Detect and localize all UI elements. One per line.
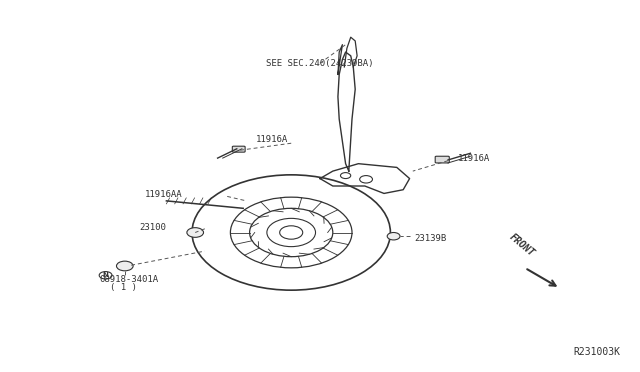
Text: 11916A: 11916A xyxy=(458,154,490,163)
Circle shape xyxy=(187,228,204,237)
FancyBboxPatch shape xyxy=(232,146,245,152)
Text: 11916A: 11916A xyxy=(256,135,288,144)
Text: R231003K: R231003K xyxy=(574,347,621,357)
Circle shape xyxy=(116,261,133,271)
Text: 11916AA: 11916AA xyxy=(145,190,182,199)
Text: ( 1 ): ( 1 ) xyxy=(110,283,137,292)
Text: FRONT: FRONT xyxy=(507,232,536,259)
FancyBboxPatch shape xyxy=(435,156,449,163)
Text: 23100: 23100 xyxy=(140,223,166,232)
Text: N: N xyxy=(102,272,109,278)
Text: SEE SEC.240(24239BA): SEE SEC.240(24239BA) xyxy=(266,59,374,68)
Circle shape xyxy=(387,232,400,240)
Text: 23139B: 23139B xyxy=(415,234,447,243)
Text: 08918-3401A: 08918-3401A xyxy=(99,275,158,283)
